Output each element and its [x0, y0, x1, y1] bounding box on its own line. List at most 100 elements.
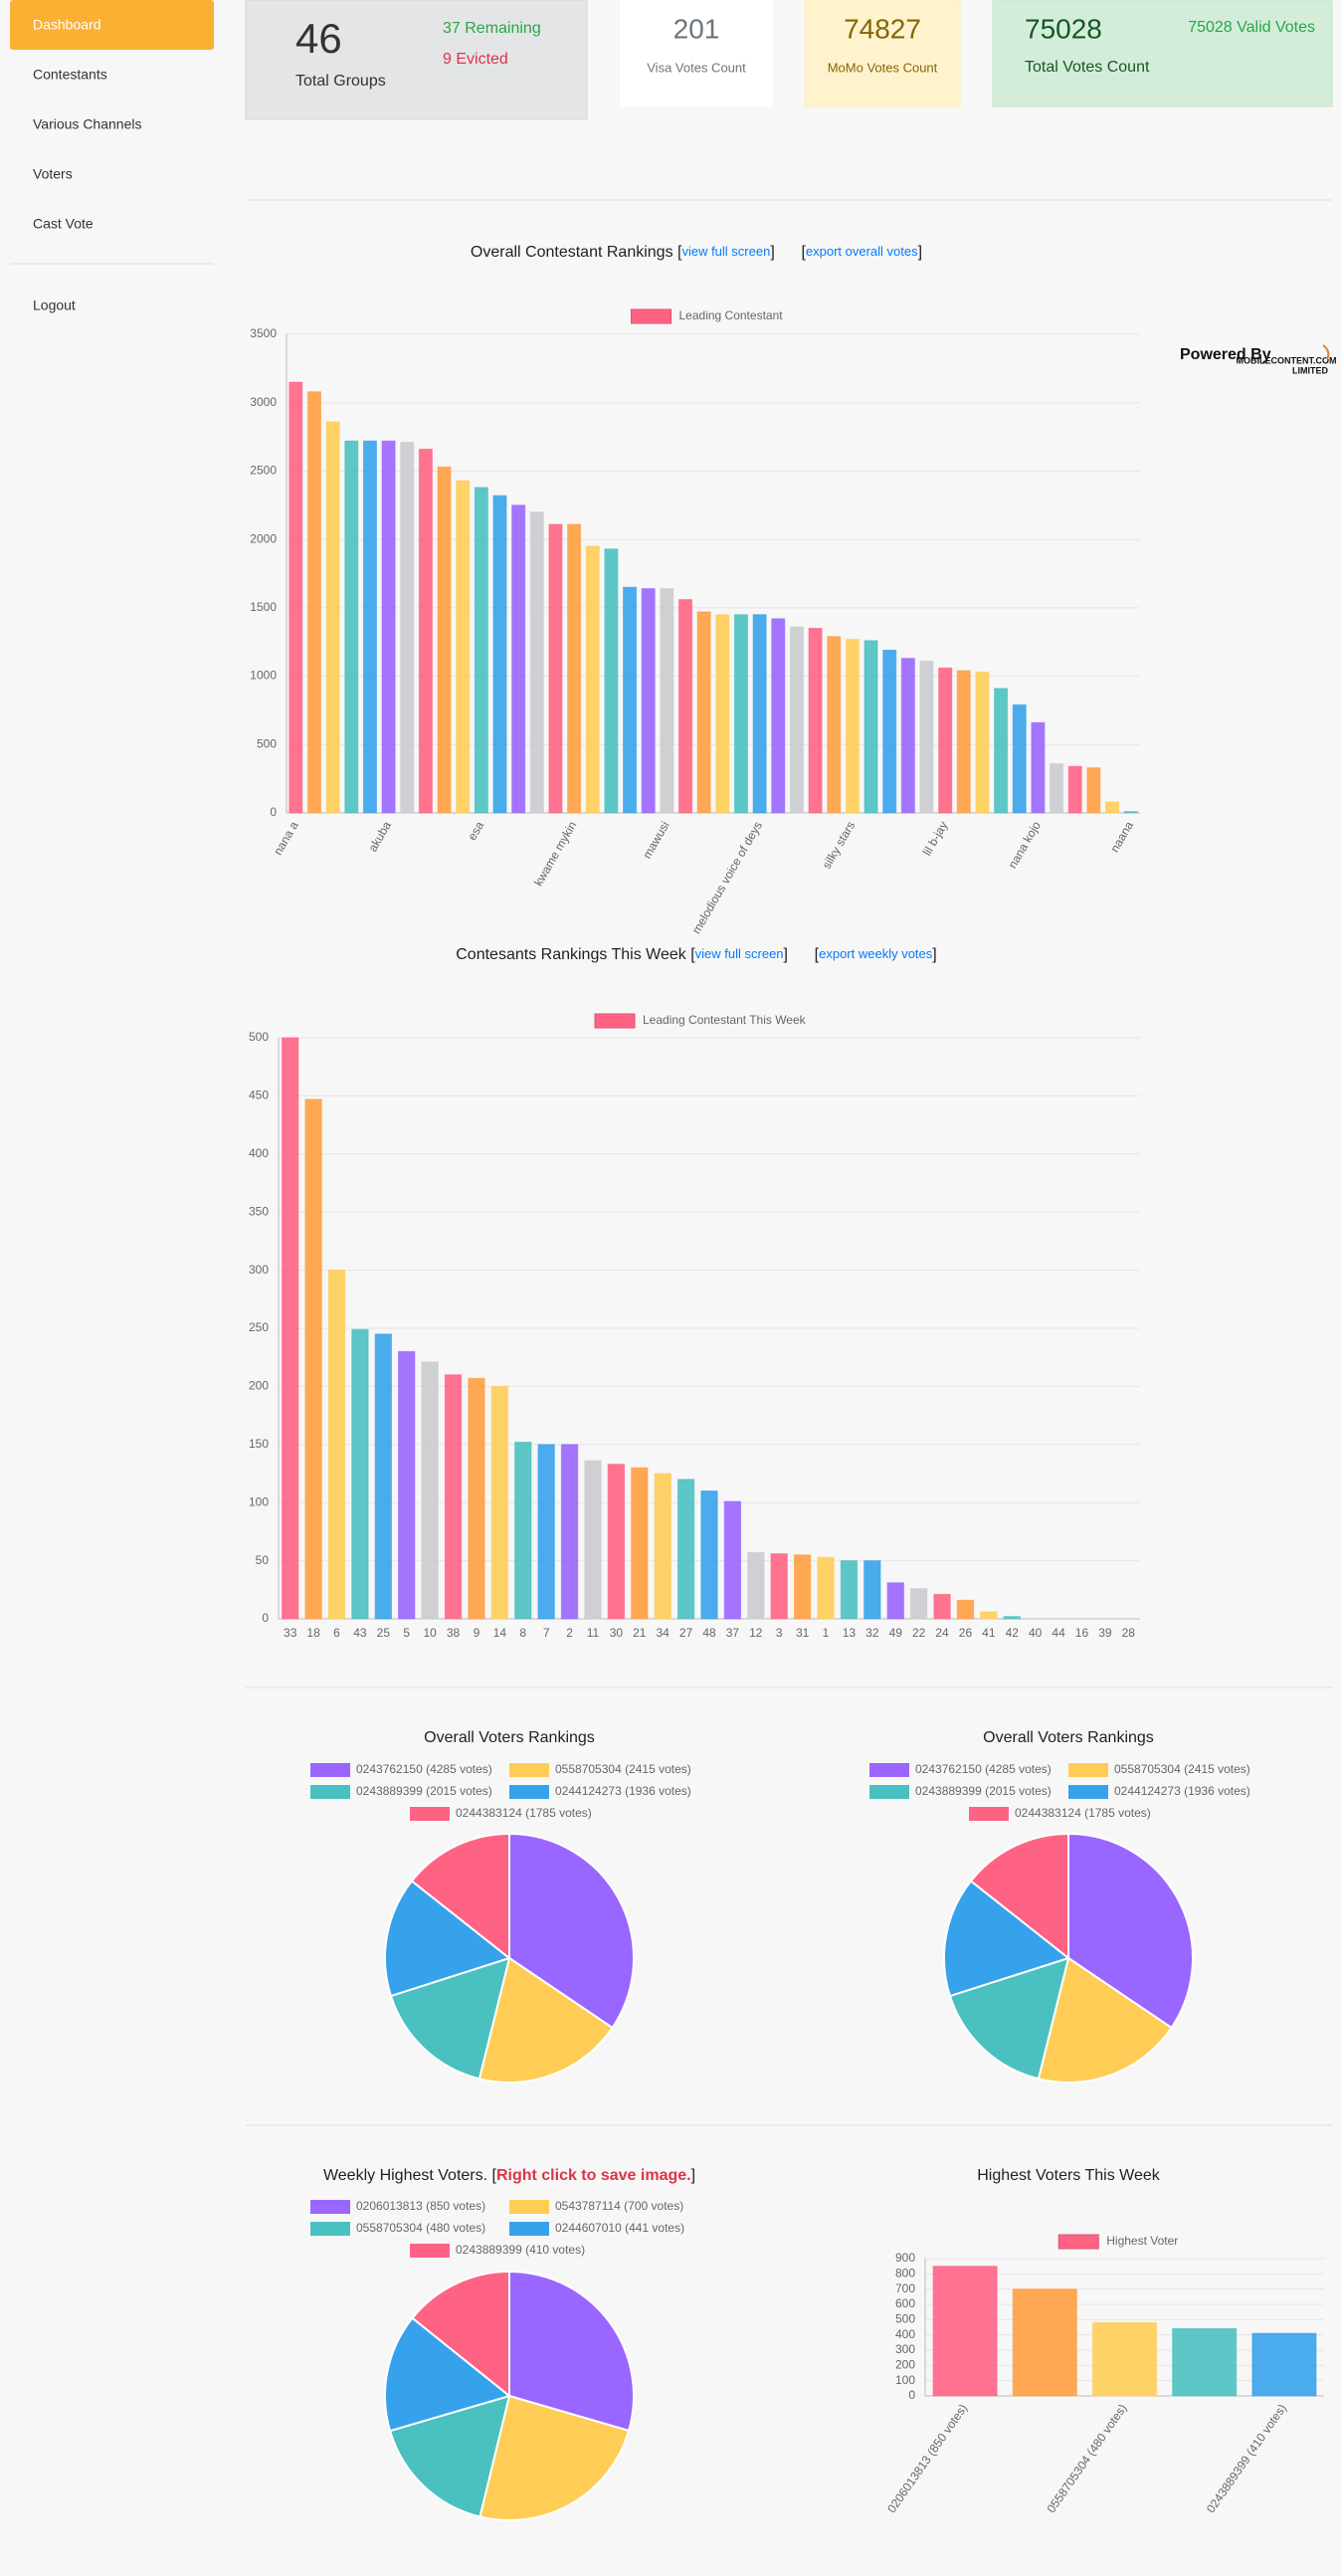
- legend-label: 0543787114 (700 votes): [555, 2199, 683, 2213]
- y-tick-label: 0: [908, 2388, 915, 2402]
- legend-swatch: [509, 2200, 549, 2214]
- y-tick-label: 3000: [250, 395, 277, 409]
- bar: [288, 381, 303, 814]
- x-tick-label: 11: [587, 1626, 600, 1640]
- active-menu-item[interactable]: [10, 0, 214, 50]
- valid-votes: 75028 Valid Votes: [1188, 19, 1315, 36]
- title-link[interactable]: view full screen: [681, 244, 770, 259]
- x-tick-label: 12: [749, 1626, 763, 1640]
- x-tick-label: 22: [912, 1626, 926, 1640]
- total-card: [992, 0, 1333, 107]
- x-tick-label: 14: [493, 1626, 507, 1640]
- y-tick-label: 200: [249, 1379, 269, 1393]
- x-tick-label: 25: [377, 1626, 391, 1640]
- y-tick-label: 500: [895, 2312, 915, 2326]
- x-tick-label: 37: [726, 1626, 740, 1640]
- pie-slice: [384, 2316, 512, 2433]
- title-text: Overall Voters Rankings: [424, 1729, 595, 1746]
- legend-label: 0243762150 (4285 votes): [356, 1762, 492, 1776]
- pie-slice: [384, 1880, 512, 1998]
- title-text: Overall Contestant Rankings [: [471, 244, 682, 261]
- bar: [514, 1441, 532, 1620]
- title-link[interactable]: Right click to save image.: [496, 2167, 691, 2184]
- y-tick-label: 400: [895, 2327, 915, 2341]
- legend-swatch: [1057, 2234, 1099, 2250]
- bar: [752, 614, 767, 814]
- bar: [304, 1098, 322, 1620]
- title-text: Highest Voters This Week: [977, 2167, 1160, 2184]
- bar: [994, 688, 1009, 814]
- menu-item[interactable]: Voters: [33, 166, 73, 182]
- bar: [789, 626, 804, 814]
- title-link[interactable]: export weekly votes: [819, 946, 933, 961]
- y-tick-label: 800: [895, 2267, 915, 2280]
- menu-item[interactable]: Logout: [33, 297, 76, 313]
- menu-item[interactable]: Cast Vote: [33, 216, 94, 232]
- bar: [882, 649, 897, 814]
- bar: [980, 1611, 998, 1620]
- legend-label: 0206013813 (850 votes): [356, 2199, 485, 2213]
- bar: [1091, 2321, 1158, 2397]
- legend-label: 0558705304 (480 votes): [356, 2221, 485, 2235]
- bar: [771, 618, 786, 814]
- y-tick-label: 900: [895, 2251, 915, 2265]
- y-tick-label: 50: [256, 1553, 270, 1567]
- x-tick-label: 18: [306, 1626, 320, 1640]
- y-tick-label: 150: [249, 1437, 269, 1451]
- total-label: Total Votes Count: [1025, 59, 1150, 76]
- bar: [770, 1553, 788, 1620]
- legend-label: 0558705304 (2415 votes): [1114, 1762, 1250, 1776]
- menu-item[interactable]: Contestants: [33, 67, 107, 83]
- bar: [362, 440, 377, 814]
- bar: [747, 1551, 765, 1620]
- bar: [933, 1593, 951, 1620]
- powered-by: Powered By: [1180, 346, 1271, 363]
- x-tick-label: 10: [423, 1626, 437, 1640]
- legend-label: 0244607010 (441 votes): [555, 2221, 684, 2235]
- pie-slice: [389, 1956, 511, 2081]
- bar: [306, 391, 322, 814]
- legend-swatch: [969, 1807, 1009, 1821]
- y-tick-label: 400: [249, 1146, 269, 1160]
- pie-slice: [508, 1832, 635, 2030]
- x-tick-label: 44: [1052, 1626, 1065, 1640]
- bar: [808, 627, 823, 814]
- x-tick-label: 40: [1029, 1626, 1043, 1640]
- x-tick-label: 6: [333, 1626, 340, 1640]
- chart-title: Overall Voters Rankings: [424, 1729, 595, 1746]
- bar: [400, 442, 415, 814]
- x-tick-label: 9: [474, 1626, 480, 1640]
- bar: [900, 658, 915, 814]
- momo-label: MoMo Votes Count: [828, 60, 938, 75]
- bar: [585, 545, 600, 814]
- legend-swatch: [631, 308, 671, 324]
- visa-card: [620, 0, 773, 106]
- title-link[interactable]: export overall votes: [806, 244, 918, 259]
- bar: [845, 638, 860, 814]
- title-text: ]: [932, 946, 936, 963]
- legend-swatch: [310, 2222, 350, 2236]
- chart-title: Weekly Highest Voters. [Right click to s…: [323, 2167, 695, 2184]
- x-tick-label: 2: [566, 1626, 573, 1640]
- bar: [723, 1500, 742, 1620]
- bar: [886, 1582, 904, 1620]
- legend-swatch: [310, 1785, 350, 1799]
- title-link[interactable]: view full screen: [695, 946, 784, 961]
- bar: [421, 1361, 439, 1620]
- menu-item[interactable]: Dashboard: [33, 17, 101, 33]
- legend-label: Leading Contestant: [679, 308, 784, 322]
- y-tick-label: 300: [895, 2342, 915, 2356]
- menu-item[interactable]: Various Channels: [33, 116, 141, 132]
- bar: [654, 1473, 671, 1620]
- legend-label: 0244124273 (1936 votes): [1114, 1784, 1250, 1798]
- title-text: Contesants Rankings This Week [: [456, 946, 695, 963]
- y-tick-label: 450: [249, 1089, 269, 1102]
- title-text: ]: [691, 2167, 695, 2184]
- y-tick-label: 500: [249, 1030, 269, 1044]
- bar: [700, 1490, 718, 1620]
- chart-title: Highest Voters This Week: [977, 2167, 1160, 2184]
- bar: [381, 440, 396, 814]
- x-tick-label: 39: [1098, 1626, 1112, 1640]
- bar: [468, 1377, 485, 1620]
